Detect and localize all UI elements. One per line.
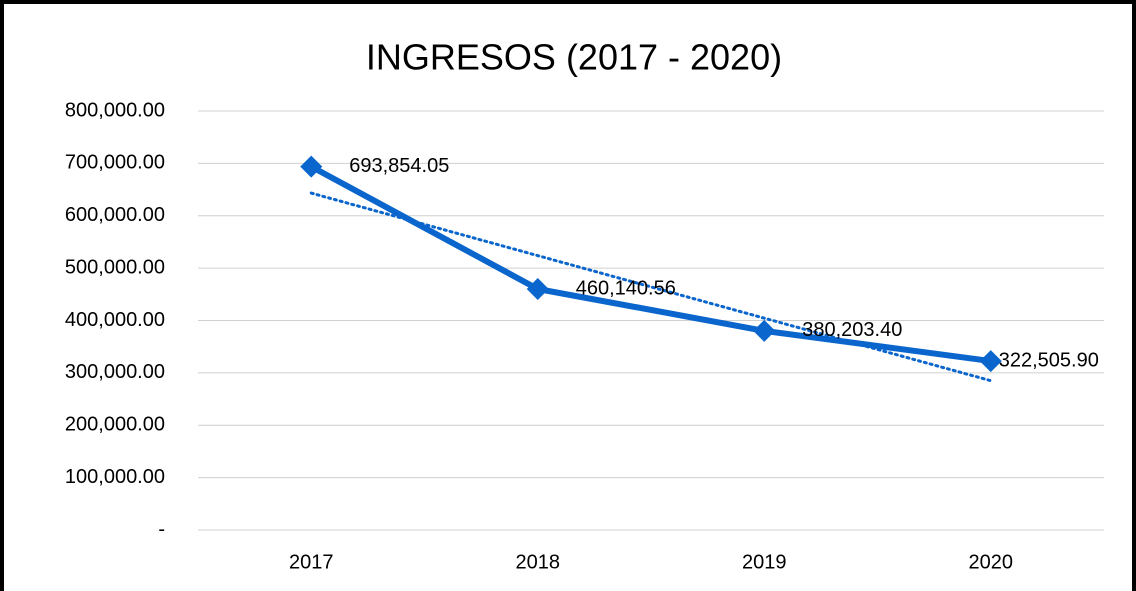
- y-tick-label: 700,000.00: [65, 152, 165, 174]
- data-label: 693,854.05: [349, 155, 449, 177]
- marker: [526, 278, 549, 301]
- y-tick-label: 100,000.00: [65, 466, 165, 488]
- data-line: [309, 163, 992, 365]
- x-tick-label: 2017: [289, 551, 334, 573]
- trendline: [309, 191, 993, 383]
- y-tick-label: 600,000.00: [65, 204, 165, 226]
- y-tick-label: 200,000.00: [65, 414, 165, 436]
- x-tick-label: 2020: [969, 551, 1014, 573]
- y-tick-label: 500,000.00: [65, 256, 165, 278]
- data-label: 380,203.40: [802, 319, 902, 341]
- chart-title: INGRESOS (2017 - 2020): [366, 37, 782, 78]
- y-tick-label: 400,000.00: [65, 309, 165, 331]
- marker: [979, 350, 1002, 373]
- y-tick-label: 300,000.00: [65, 361, 165, 383]
- y-tick-label: 800,000.00: [65, 99, 165, 121]
- x-tick-label: 2018: [516, 551, 561, 573]
- y-tick-label: -: [158, 518, 165, 540]
- data-label: 322,505.90: [999, 349, 1099, 371]
- marker: [753, 319, 776, 342]
- marker: [300, 155, 323, 178]
- x-tick-label: 2019: [742, 551, 787, 573]
- data-label: 460,140.56: [576, 277, 676, 299]
